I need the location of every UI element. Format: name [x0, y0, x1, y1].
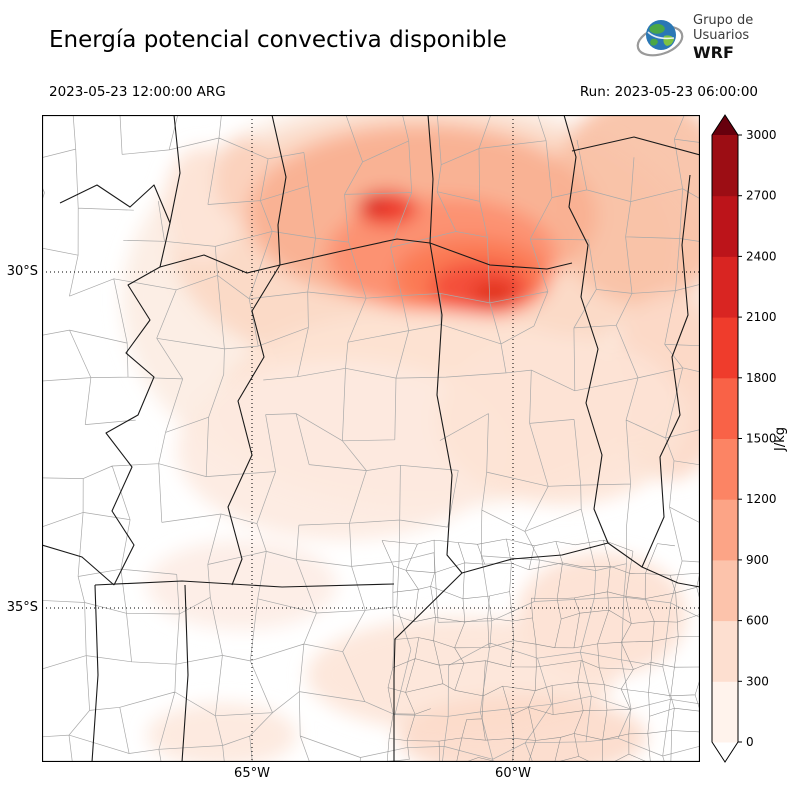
logo-line3: WRF — [693, 42, 734, 62]
map-canvas — [41, 114, 701, 763]
colorbar-tick-label: 900 — [746, 553, 769, 567]
colorbar-segment — [712, 681, 738, 743]
lat-tick-35s: 35°S — [6, 600, 38, 615]
map-frame — [41, 114, 701, 763]
wrf-logo: Grupo de Usuarios WRF — [634, 12, 753, 64]
colorbar-segment — [712, 256, 738, 318]
logo-line2: Usuarios — [693, 27, 750, 43]
province-boundaries — [42, 115, 700, 762]
colorbar-tick-label: 300 — [746, 674, 769, 688]
logo-text: Grupo de Usuarios WRF — [693, 12, 754, 62]
lon-tick-65w: 65°W — [234, 766, 270, 781]
colorbar-segment — [712, 317, 738, 379]
colorbar-over-arrow — [712, 115, 738, 135]
lon-tick-60w: 60°W — [495, 766, 531, 781]
colorbar-tick-label: 1200 — [746, 492, 777, 506]
colorbar-segment — [712, 195, 738, 257]
colorbar-unit-label: J/kg — [773, 427, 788, 452]
valid-time-label: 2023-05-23 12:00:00 ARG — [49, 84, 226, 100]
colorbar-segment — [712, 559, 738, 622]
colorbar: 0 300 600 900 1200 1500 1800 2100 2400 2700 3000 J/… — [711, 114, 788, 763]
colorbar-tick-label: 2100 — [746, 310, 777, 324]
globe-icon — [636, 20, 684, 57]
map-area — [41, 114, 701, 763]
department-boundaries — [42, 115, 700, 762]
colorbar-tick-label: 1800 — [746, 371, 777, 385]
page-title: Energía potencial convectiva disponible — [49, 27, 507, 53]
colorbar-segment — [712, 620, 738, 682]
colorbar-under-arrow — [712, 742, 738, 762]
colorbar-tick-label: 3000 — [746, 128, 777, 142]
colorbar-tick-label: 600 — [746, 614, 769, 628]
colorbar-segment — [712, 135, 738, 197]
run-time-label: Run: 2023-05-23 06:00:00 — [579, 84, 758, 100]
colorbar-tick-label: 1500 — [746, 432, 777, 446]
colorbar-segment — [712, 438, 738, 500]
lat-tick-30s: 30°S — [6, 264, 38, 279]
colorbar-tick-label: 2700 — [746, 189, 777, 203]
colorbar-segment — [712, 499, 738, 561]
colorbar-tick-label: 0 — [746, 735, 754, 749]
logo-line1: Grupo de — [693, 12, 754, 28]
colorbar-segment — [712, 377, 738, 439]
colorbar-tick-label: 2400 — [746, 249, 777, 263]
cape-contour-field — [122, 115, 700, 762]
lat-lon-gridlines — [42, 115, 700, 762]
